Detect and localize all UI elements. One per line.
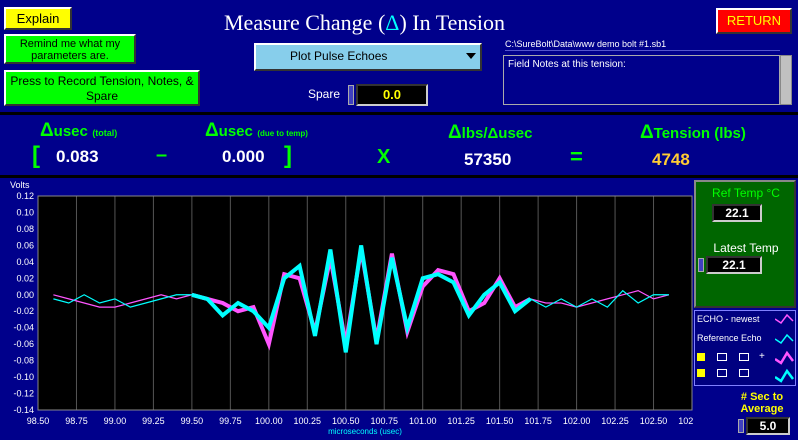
plot-border [37,195,693,411]
x-tick-label: 101.00 [409,416,437,426]
remind-parameters-button[interactable]: Remind me what my parameters are. [4,34,136,64]
y-tick-label: 0.00 [16,290,34,300]
y-tick-label: 0.12 [16,191,34,201]
crosshair-icon[interactable]: + [759,351,765,362]
minus-sign: – [156,144,168,166]
notes-scrollbar[interactable] [780,55,792,105]
separator [0,112,798,115]
y-tick-label: 0.08 [16,224,34,234]
ref-temp-value: 22.1 [712,204,762,222]
zoom-out-icon[interactable] [739,369,749,377]
delta-total-label: Δusec (total) [40,120,118,141]
spare-stepper[interactable] [348,85,354,105]
legend-echo-newest: ECHO - newest [697,314,760,324]
latest-temp-label: Latest Temp [713,241,779,255]
temperature-panel [694,180,796,308]
y-tick-label: -0.12 [13,389,34,399]
equals-sign: = [570,144,583,169]
delta-total-value: 0.083 [56,147,99,166]
latest-temp-value: 22.1 [706,256,762,274]
tension-value: 4748 [652,150,690,169]
legend-reference-echo: Reference Echo [697,333,762,343]
x-tick-label: 99.50 [181,416,204,426]
x-tick-label: 99.00 [104,416,127,426]
x-tick-label: 99.25 [142,416,165,426]
page-title: Measure Change (Δ) In Tension [224,10,506,35]
temp-stepper[interactable] [698,258,704,272]
x-tick-label: 101.25 [447,416,475,426]
y-tick-label: -0.10 [13,372,34,382]
x-tick-label: 101.50 [486,416,514,426]
x-tick-label: 102.25 [601,416,629,426]
y-tick-label: 0.06 [16,240,34,250]
x-tick-label: 100.75 [370,416,398,426]
y-tick-label: 0.02 [16,273,34,283]
y-tick-label: -0.08 [13,356,34,366]
x-tick-label: 98.50 [27,416,50,426]
ref-temp-label: Ref Temp °C [712,186,780,200]
bracket-close: ] [284,142,292,169]
zoom-y-icon[interactable] [739,353,749,361]
legend-panel: ECHO - newest Reference Echo + [694,310,796,386]
x-tick-label: 102.00 [563,416,591,426]
x-tick-label: 100.25 [294,416,322,426]
file-path: C:\SureBolt\Data\www demo bolt #1.sb1 [505,39,780,51]
spare-label: Spare [308,87,341,101]
times-sign: X [377,146,391,168]
delta-temp-label: Δusec (due to temp) [205,120,308,141]
plot-select-dropdown[interactable]: Plot Pulse Echoes [254,43,482,71]
x-tick-label: 102.50 [640,416,668,426]
y-tick-label: -0.02 [13,306,34,316]
y-tick-label: -0.14 [13,405,34,415]
x-tick-label: 100.50 [332,416,360,426]
series-line-thick-reference-echo [191,245,532,353]
explain-button[interactable]: Explain [4,7,72,30]
separator [0,175,798,178]
spare-value[interactable]: 0.0 [356,84,428,106]
x-axis-label: microseconds (usec) [328,427,402,436]
cursor-tool-icon[interactable] [697,353,705,361]
y-axis-label: Volts [10,180,30,190]
legend-swatches [775,313,794,383]
x-tick-label: 100.00 [255,416,283,426]
average-stepper[interactable] [738,419,744,433]
x-tick-label: 101.75 [524,416,552,426]
y-tick-label: -0.06 [13,339,34,349]
echo-chart: 98.50 98.75 99.00 99.25 99.50 99.75 100.00 100.… [13,191,694,436]
chevron-down-icon [466,53,476,59]
plot-select-value: Plot Pulse Echoes [290,49,388,63]
y-tick-label: -0.04 [13,323,34,333]
y-tick-label: 0.04 [16,257,34,267]
field-notes-area[interactable]: Field Notes at this tension: [503,55,780,105]
record-tension-button[interactable]: Press to Record Tension, Notes, & Spare [4,70,200,106]
average-value[interactable]: 5.0 [746,417,790,435]
zoom-in-icon[interactable] [717,369,727,377]
ratio-value: 57350 [464,150,512,169]
zoom-x-icon[interactable] [717,353,727,361]
y-tick-label: 0.10 [16,207,34,217]
field-notes-label: Field Notes at this tension: [508,59,626,70]
ratio-label: Δlbs/Δusec [448,122,533,143]
bracket-open: [ [32,142,40,169]
return-button[interactable]: RETURN [716,8,792,34]
x-tick-label: 99.75 [219,416,242,426]
average-label: # Sec to Average [740,391,784,415]
x-tick-label: 98.75 [65,416,88,426]
delta-temp-value: 0.000 [222,147,265,166]
tension-label: ΔTension (lbs) [640,122,746,143]
pan-tool-icon[interactable] [697,369,705,377]
x-tick-label: 102.75 [678,416,694,426]
